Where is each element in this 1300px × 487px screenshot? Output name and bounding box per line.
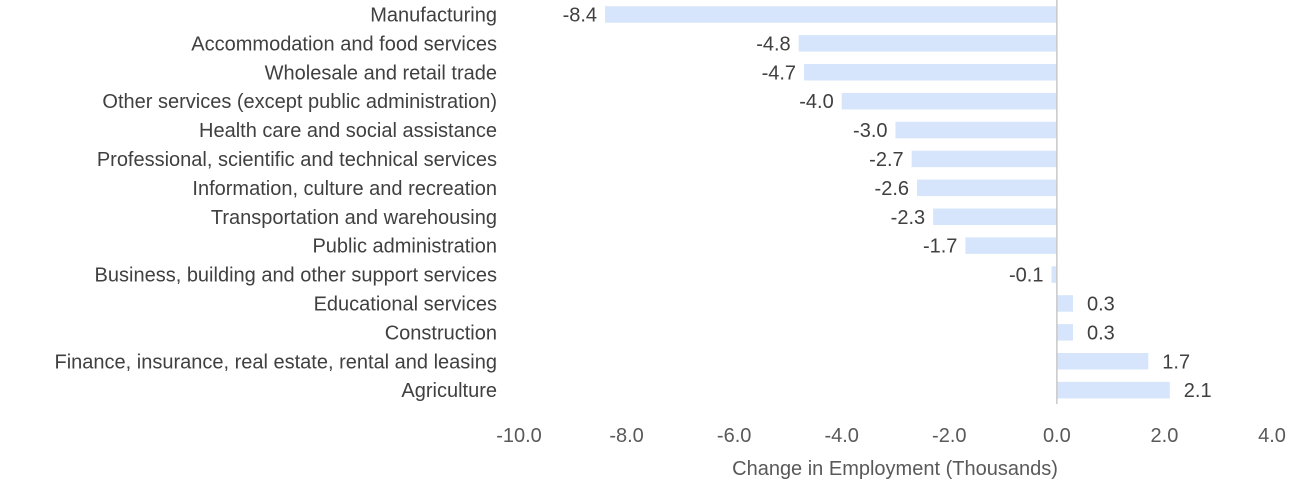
data-label: -2.6 <box>875 178 909 200</box>
category-labels: Manufacturing Accommodation and food serv… <box>55 4 498 402</box>
bar <box>933 208 1057 225</box>
data-label: -2.7 <box>869 149 903 171</box>
category-label: Educational services <box>314 293 497 315</box>
x-axis-title: Change in Employment (Thousands) <box>732 458 1058 480</box>
bar <box>1056 353 1149 370</box>
data-label: -4.0 <box>799 91 833 113</box>
category-label: Business, building and other support ser… <box>95 265 497 287</box>
bar <box>841 92 1057 110</box>
category-label: Other services (except public administra… <box>102 91 497 113</box>
x-tick-label: -8.0 <box>609 425 643 447</box>
category-label: Finance, insurance, real estate, rental … <box>55 351 498 373</box>
category-label: Health care and social assistance <box>199 120 497 142</box>
x-tick-label: -6.0 <box>717 425 751 447</box>
data-label: -3.0 <box>853 120 887 142</box>
data-label: 1.7 <box>1162 351 1190 373</box>
bar <box>798 35 1057 52</box>
bar <box>1051 266 1057 283</box>
data-label: -0.1 <box>1009 265 1043 287</box>
category-label: Public administration <box>312 236 497 258</box>
bar <box>1056 381 1170 399</box>
x-axis-ticks: -10.0 -8.0 -6.0 -4.0 -2.0 0.0 2.0 4.0 <box>496 425 1286 447</box>
category-label: Accommodation and food services <box>191 33 497 55</box>
data-label: 0.3 <box>1087 322 1115 344</box>
bar <box>1056 324 1073 341</box>
bar <box>1056 295 1073 312</box>
data-label: -8.4 <box>563 4 597 26</box>
category-label: Manufacturing <box>370 4 497 26</box>
bar <box>895 121 1057 139</box>
bar <box>804 64 1057 81</box>
x-tick-label: 4.0 <box>1258 425 1286 447</box>
x-tick-label: 2.0 <box>1151 425 1179 447</box>
data-label: 0.3 <box>1087 293 1115 315</box>
category-label: Professional, scientific and technical s… <box>97 149 497 171</box>
bar <box>605 6 1057 23</box>
category-label: Agriculture <box>401 380 497 402</box>
data-label: 2.1 <box>1184 380 1212 402</box>
category-label: Construction <box>385 322 497 344</box>
x-tick-label: -10.0 <box>496 425 542 447</box>
bar <box>917 179 1057 197</box>
x-tick-label: 0.0 <box>1043 425 1071 447</box>
category-label: Transportation and warehousing <box>211 207 497 229</box>
bar <box>965 237 1057 254</box>
x-tick-label: -4.0 <box>824 425 858 447</box>
data-label: -1.7 <box>923 236 957 258</box>
bars <box>605 6 1170 399</box>
x-tick-label: -2.0 <box>932 425 966 447</box>
data-label: -4.7 <box>762 62 796 84</box>
data-label: -4.8 <box>756 33 790 55</box>
bar <box>911 150 1057 168</box>
data-label: -2.3 <box>891 207 925 229</box>
category-label: Information, culture and recreation <box>192 178 497 200</box>
data-labels: -8.4 -4.8 -4.7-4.0 -3.0 -2.7 -2.6 -2.3 -1.7 -0.1… <box>563 4 1212 402</box>
category-label: Wholesale and retail trade <box>265 62 497 84</box>
